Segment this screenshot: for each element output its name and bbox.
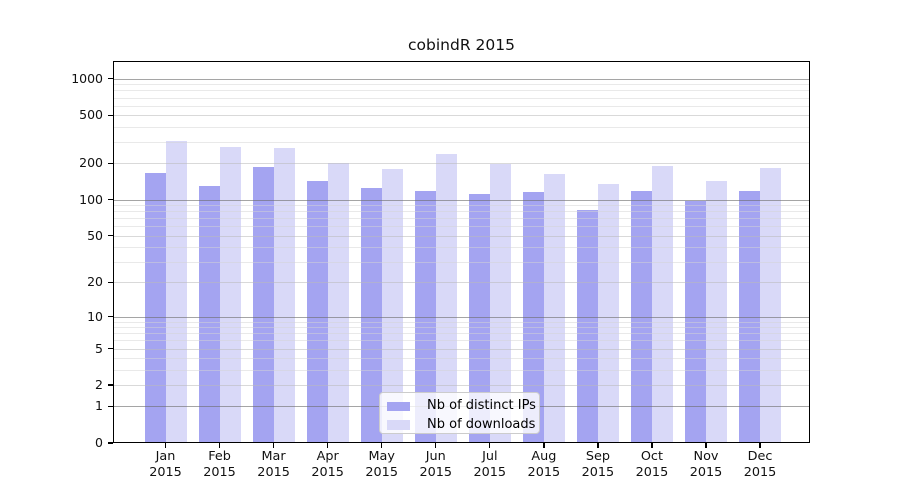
x-tick-mark-jun xyxy=(435,443,437,448)
x-tick-mark-apr xyxy=(326,443,329,448)
x-tick-label-oct: Oct 2015 xyxy=(635,449,669,480)
x-tick-label-nov: Nov 2015 xyxy=(689,449,723,480)
x-tick-mark-feb xyxy=(218,443,221,448)
y-tick-label-0: 0 xyxy=(95,435,103,450)
x-tick-label-aug: Aug 2015 xyxy=(527,449,561,480)
legend-label-distinct-ips: Nb of distinct IPs xyxy=(427,398,536,414)
y-tick-label-20: 20 xyxy=(87,274,103,290)
plot-area-border xyxy=(113,61,810,443)
x-tick-label-sep: Sep 2015 xyxy=(581,449,615,480)
y-tick-label-10: 10 xyxy=(87,308,103,324)
x-tick-mark-oct xyxy=(651,443,653,448)
x-tick-mark-jan xyxy=(164,443,167,448)
legend-swatch-downloads xyxy=(387,420,410,430)
x-tick-label-feb: Feb 2015 xyxy=(203,449,236,480)
legend-item-downloads: Nb of downloads xyxy=(387,416,536,435)
x-tick-mark-may xyxy=(381,443,383,448)
x-tick-label-apr: Apr 2015 xyxy=(311,449,344,480)
x-tick-mark-nov xyxy=(705,443,707,448)
x-tick-label-jan: Jan 2015 xyxy=(149,449,182,480)
y-tick-label-200: 200 xyxy=(79,155,103,171)
legend: Nb of distinct IPs Nb of downloads xyxy=(379,392,540,434)
x-tick-mark-mar xyxy=(272,443,275,448)
x-tick-label-may: May 2015 xyxy=(365,449,398,480)
x-tick-mark-aug xyxy=(543,443,545,448)
x-tick-mark-dec xyxy=(759,443,761,448)
y-tick-label-50: 50 xyxy=(87,227,103,243)
x-tick-label-dec: Dec 2015 xyxy=(743,449,777,480)
x-tick-mark-jul xyxy=(489,443,491,448)
y-tick-label-500: 500 xyxy=(79,107,103,123)
chart-title: cobindR 2015 xyxy=(408,36,515,54)
x-tick-label-mar: Mar 2015 xyxy=(257,449,290,480)
y-tick-label-1: 1 xyxy=(95,398,103,414)
x-tick-mark-sep xyxy=(597,443,599,448)
legend-swatch-distinct-ips xyxy=(387,401,410,411)
x-tick-label-jun: Jun 2015 xyxy=(419,449,453,480)
legend-label-downloads: Nb of downloads xyxy=(427,416,536,432)
y-tick-label-5: 5 xyxy=(95,340,103,356)
y-tick-label-100: 100 xyxy=(79,191,103,207)
y-tick-label-2: 2 xyxy=(95,377,103,393)
y-tick-label-1000: 1000 xyxy=(71,70,103,86)
legend-item-distinct-ips: Nb of distinct IPs xyxy=(387,397,536,416)
x-tick-label-jul: Jul 2015 xyxy=(473,449,507,480)
